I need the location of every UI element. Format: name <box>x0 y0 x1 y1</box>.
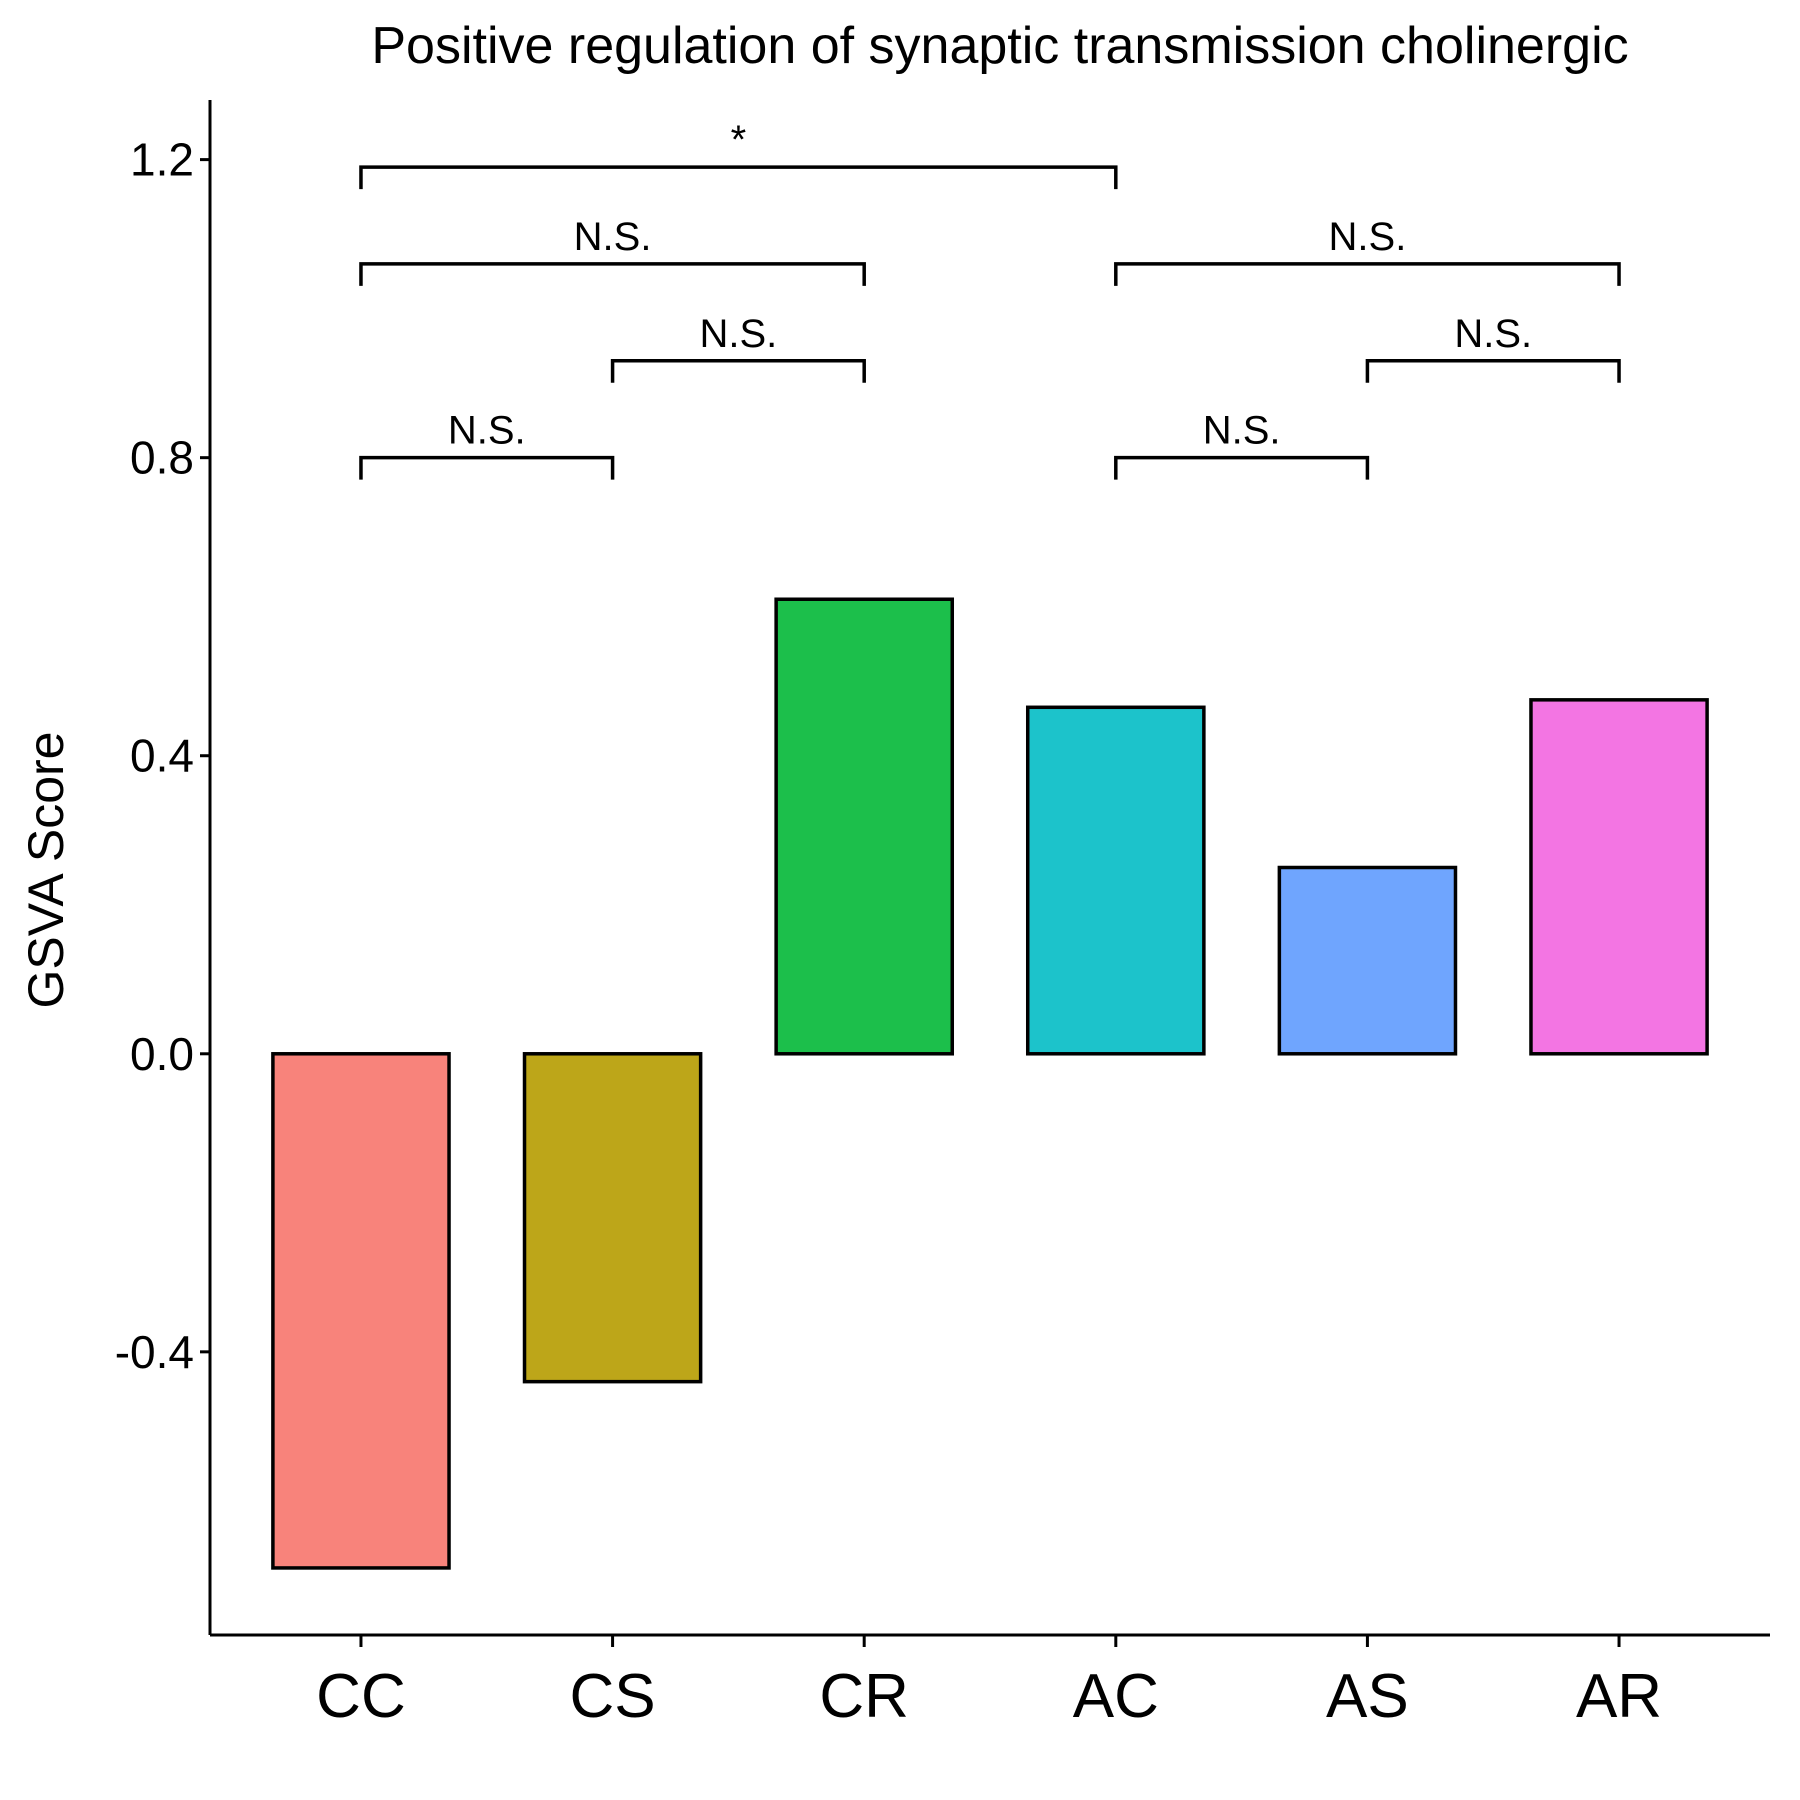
x-tick-label: AS <box>1326 1662 1409 1731</box>
chart-title: Positive regulation of synaptic transmis… <box>371 17 1628 75</box>
comparison-label: N.S. <box>574 215 652 259</box>
y-tick-label: 0.0 <box>130 1028 194 1080</box>
bar-as <box>1277 865 1458 1056</box>
x-tick-label: AC <box>1073 1662 1159 1731</box>
x-tick-label: CR <box>819 1662 909 1731</box>
comparison-label: N.S. <box>1454 312 1532 356</box>
comparison-label: N.S. <box>1203 409 1281 453</box>
bar-ac <box>1025 705 1206 1056</box>
y-tick-label: 0.8 <box>130 432 194 484</box>
bar-ar <box>1529 698 1709 1056</box>
bars <box>271 597 1709 1570</box>
comparison-bracket <box>1365 359 1621 383</box>
comparison-bracket <box>1114 262 1621 286</box>
bar-cs <box>522 1052 703 1384</box>
y-tick-label: 1.2 <box>130 134 194 186</box>
axes: -0.4 0.0 0.4 0.8 1.2 CC CS CR AC AS AR <box>115 100 1770 1731</box>
comparison-label: N.S. <box>699 312 777 356</box>
comparison-label: N.S. <box>448 409 526 453</box>
significance-brackets: N.S. N.S. N.S. N.S. N.S. N.S. * <box>359 118 1621 480</box>
comparison-bracket <box>359 455 615 480</box>
comparison-label: N.S. <box>1329 215 1407 259</box>
y-tick-label: 0.4 <box>130 730 194 782</box>
x-tick-label: CC <box>316 1662 406 1731</box>
y-axis-label: GSVA Score <box>18 732 74 1009</box>
x-tick-label: AR <box>1576 1662 1662 1731</box>
y-tick-label: -0.4 <box>115 1326 194 1378</box>
comparison-bracket <box>359 262 866 286</box>
bar-cr <box>774 597 955 1056</box>
comparison-label: * <box>731 118 747 162</box>
comparison-bracket <box>610 359 866 383</box>
x-tick-label: CS <box>570 1662 656 1731</box>
comparison-bracket <box>1114 455 1370 480</box>
comparison-bracket <box>359 165 1118 190</box>
bar-cc <box>271 1052 451 1570</box>
